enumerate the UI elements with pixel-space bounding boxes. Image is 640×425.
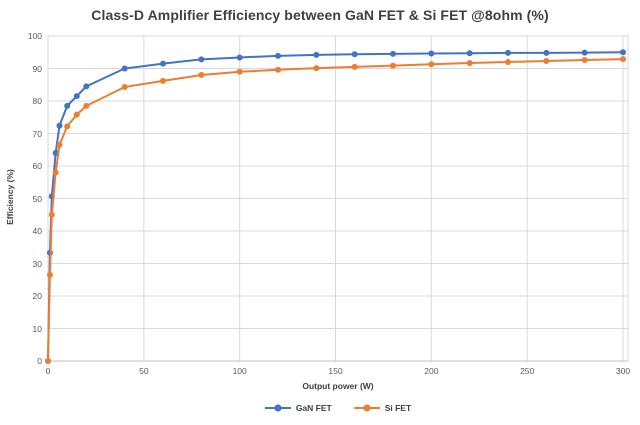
data-point-marker <box>236 54 243 61</box>
x-tick-label: 50 <box>139 366 149 376</box>
data-point-marker <box>73 111 80 118</box>
legend-item-gan-fet: GaN FET <box>264 403 332 413</box>
legend-marker-si-fet <box>353 404 380 412</box>
series-line-1 <box>47 58 624 362</box>
data-point-marker <box>121 65 128 72</box>
y-tick-label: 60 <box>32 161 42 171</box>
data-point-marker <box>390 62 396 69</box>
data-point-marker <box>313 51 320 58</box>
legend-dot-icon <box>363 404 371 412</box>
y-tick-label: 100 <box>27 31 42 41</box>
data-point-marker <box>351 63 358 70</box>
data-point-marker <box>198 72 205 78</box>
data-point-marker <box>52 169 59 176</box>
y-tick-label: 30 <box>32 258 42 269</box>
legend-item-si-fet: Si FET <box>353 403 412 413</box>
data-point-marker <box>64 123 71 130</box>
data-point-marker <box>160 60 166 67</box>
data-point-marker <box>466 59 473 66</box>
plot-area <box>45 35 629 364</box>
x-tick-label: 150 <box>328 366 343 376</box>
x-tick-label: 100 <box>232 366 247 376</box>
data-point-marker <box>121 84 128 91</box>
data-point-marker <box>543 49 550 56</box>
data-point-marker <box>466 50 473 57</box>
chart-title: Class-D Amplifier Efficiency between GaN… <box>91 7 549 23</box>
legend-dot-icon <box>274 404 282 412</box>
data-point-marker <box>505 59 511 65</box>
y-tick-label: 20 <box>32 291 42 301</box>
data-point-marker <box>543 58 550 65</box>
x-tick-label: 200 <box>424 366 439 376</box>
y-tick-label: 0 <box>37 356 42 366</box>
data-point-marker <box>160 77 166 84</box>
data-point-marker <box>198 56 205 63</box>
data-point-marker <box>83 102 90 109</box>
data-point-marker <box>428 61 435 68</box>
legend: GaN FET Si FET <box>48 403 628 413</box>
x-tick-label: 0 <box>45 366 51 376</box>
series-line-0 <box>47 51 624 362</box>
legend-label-gan-fet: GaN FET <box>295 403 332 413</box>
data-point-marker <box>620 49 626 56</box>
data-point-marker <box>46 271 53 278</box>
y-tick-label: 40 <box>32 226 42 236</box>
x-tick-label: 300 <box>615 366 631 376</box>
data-point-marker <box>45 358 51 364</box>
data-point-marker <box>56 122 63 129</box>
data-point-marker <box>275 66 281 73</box>
data-point-marker <box>73 93 80 100</box>
x-tick-label: 250 <box>520 366 535 376</box>
legend-marker-gan-fet <box>264 404 291 412</box>
data-point-marker <box>351 51 358 58</box>
data-point-marker <box>83 83 90 90</box>
data-point-marker <box>56 141 63 148</box>
legend-label-si-fet: Si FET <box>384 403 412 413</box>
data-point-marker <box>313 65 320 72</box>
y-tick-label: 90 <box>32 63 42 74</box>
data-point-marker <box>275 52 281 59</box>
y-tick-label: 80 <box>32 96 42 106</box>
y-tick-label: 70 <box>32 128 42 139</box>
data-point-marker <box>64 102 71 109</box>
data-point-marker <box>428 50 435 57</box>
data-point-marker <box>236 68 243 75</box>
data-point-marker <box>48 211 55 218</box>
data-point-marker <box>620 56 626 63</box>
x-axis-title: Output power (W) <box>302 381 374 391</box>
y-tick-label: 50 <box>32 193 42 204</box>
data-point-marker <box>505 49 511 56</box>
data-point-marker <box>581 49 588 56</box>
data-point-marker <box>390 50 396 57</box>
data-point-marker <box>581 57 588 64</box>
y-tick-label: 10 <box>32 323 42 334</box>
